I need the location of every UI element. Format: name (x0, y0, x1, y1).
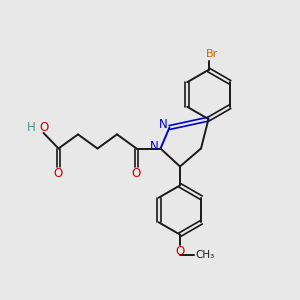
Text: N: N (149, 140, 158, 154)
Text: O: O (176, 244, 184, 258)
Text: O: O (132, 167, 141, 180)
Text: N: N (158, 118, 167, 131)
Text: O: O (39, 121, 48, 134)
Text: H: H (26, 121, 35, 134)
Text: Br: Br (206, 49, 218, 59)
Text: CH₃: CH₃ (195, 250, 214, 260)
Text: O: O (54, 167, 63, 180)
